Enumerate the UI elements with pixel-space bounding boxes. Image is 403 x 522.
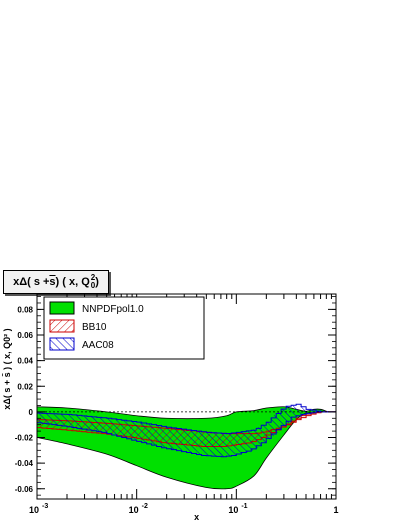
x-tick-label-exponent: -2 [142, 503, 148, 510]
band-lower-aac08 [37, 411, 336, 458]
x-tick-label: 10 [228, 505, 238, 515]
y-tick-label: 0.02 [17, 382, 33, 391]
y-axis: -0.06 -0.04 -0.02 0 0.02 0.04 0.06 0.08 [15, 296, 336, 496]
y-tick-label: -0.06 [15, 485, 34, 494]
legend: NNPDFpol1.0 BB10 AAC08 [43, 296, 205, 360]
legend-label-aac08: AAC08 [82, 340, 114, 351]
plot-title-sub: 0 [90, 281, 96, 290]
x-tick-label: 10 [129, 505, 139, 515]
plot-title-main: xΔ( s + [13, 276, 50, 288]
plot-frame [36, 293, 337, 500]
y-tick-label: 0.06 [17, 331, 33, 340]
y-axis-label-text: xΔ( s + s̄ ) ( x, Q0² ) [2, 328, 12, 409]
y-tick-label: 0 [29, 408, 34, 417]
legend-swatch-aac08 [49, 337, 75, 351]
plot-title-close: ) [95, 276, 99, 288]
plot-title-sup: 2 [90, 273, 96, 282]
x-tick-label: 10 [29, 505, 39, 515]
plot-title-sbar: s [49, 276, 56, 288]
x-tick-label-exponent: -1 [241, 503, 247, 510]
plot-bands [37, 403, 336, 490]
y-tick-label: -0.04 [15, 459, 34, 468]
y-tick-label: 0.08 [17, 305, 33, 314]
legend-swatch-bb10 [49, 319, 75, 333]
x-tick-label-exponent: -3 [42, 503, 48, 510]
y-tick-label: -0.02 [15, 434, 34, 443]
band-upper-aac08 [37, 403, 336, 435]
legend-swatch-nnpdfpol1-0 [49, 301, 75, 315]
x-axis: 10 -3 10 -2 10 -1 1 [29, 294, 339, 515]
y-axis-label: xΔ( s + s̄ ) ( x, Q0² ) [2, 328, 12, 409]
legend-label-bb10: BB10 [82, 322, 107, 333]
legend-label-nnpdfpol1-0: NNPDFpol1.0 [82, 304, 144, 315]
x-axis-label: x [194, 512, 199, 522]
x-tick-label: 1 [333, 505, 338, 515]
y-tick-label: 0.04 [17, 357, 33, 366]
plot-title-rest: ) ( x, Q [55, 276, 90, 288]
